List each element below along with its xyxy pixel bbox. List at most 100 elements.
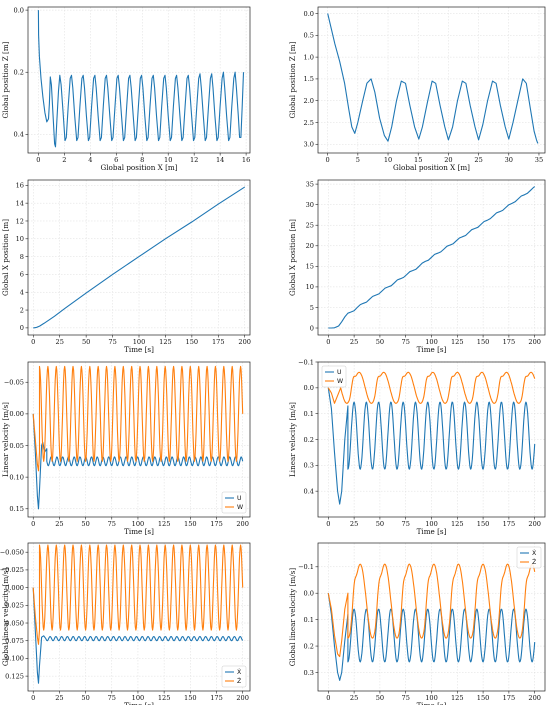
y-tick-label: −0.1 (298, 563, 314, 571)
y-tick-label: 15 (306, 263, 314, 271)
y-tick-label: 0.050 (5, 619, 24, 627)
x-axis-label: Time [s] (417, 345, 447, 354)
legend-box (221, 491, 247, 514)
x-tick-label: 2 (62, 156, 66, 164)
plot-frame (27, 361, 251, 518)
series-line-Ż (32, 544, 244, 645)
x-tick-label: 75 (402, 520, 410, 528)
x-tick-label: 30 (505, 156, 513, 164)
series-line-W (327, 371, 536, 404)
series-line-Ẋ (32, 587, 244, 684)
x-tick-label: 175 (503, 694, 516, 702)
x-tick-label: 75 (402, 694, 410, 702)
series-line-1 (33, 186, 245, 329)
x-tick-label: 14 (216, 156, 224, 164)
x-axis-label: Time [s] (417, 701, 447, 705)
legend-label: U (237, 495, 242, 502)
x-tick-label: 200 (528, 694, 541, 702)
y-tick-label: 0.2 (304, 436, 315, 444)
y-tick-label: 0.1 (304, 616, 315, 624)
y-tick-label: 2.5 (304, 119, 315, 127)
series-line-1 (327, 13, 539, 144)
y-tick-label: 0.05 (9, 442, 24, 450)
y-axis-label: Global position Z [m] (1, 41, 10, 118)
y-tick-label: 20 (306, 242, 314, 250)
x-tick-label: 10 (384, 156, 392, 164)
x-tick-label: 125 (451, 520, 464, 528)
y-axis-label: Linear velocity [m/s] (1, 402, 10, 477)
x-tick-label: 15 (414, 156, 422, 164)
y-tick-label: 0 (310, 324, 314, 332)
x-tick-label: 175 (503, 520, 516, 528)
chart-panel-4: 0 25 50 75 100 125 150 175 200 0 5 10 15 20 25 30 35 Time… (288, 179, 546, 354)
y-tick-label: 0.3 (304, 462, 315, 470)
series-line-Ẋ (327, 593, 536, 681)
x-tick-label: 12 (190, 156, 198, 164)
y-tick-label: 2 (20, 306, 24, 314)
y-tick-label: −0.1 (298, 358, 314, 366)
y-tick-label: 25 (306, 222, 314, 230)
legend-label: Ẋ (237, 667, 242, 676)
y-tick-label: 0.0 (304, 10, 315, 18)
chart-panel-7: 0 25 50 75 100 125 150 175 200 −0.050 −0.025 0.000 0… (0, 542, 251, 705)
y-axis-label: Global X position [m] (288, 219, 297, 296)
x-tick-label: 100 (132, 520, 145, 528)
y-tick-label: 0.4 (14, 131, 25, 139)
chart-panel-8: 0 25 50 75 100 125 150 175 200 −0.1 0.0 0.1 0.2 0.3 Ti… (288, 542, 546, 705)
plot-frame (27, 542, 251, 692)
y-tick-label: 0.075 (5, 637, 24, 645)
x-tick-label: 125 (451, 694, 464, 702)
x-tick-label: 35 (535, 156, 543, 164)
x-axis-label: Time [s] (124, 701, 154, 705)
y-tick-label: 8 (20, 253, 24, 261)
plot-frame (317, 6, 546, 154)
x-tick-label: 25 (55, 520, 63, 528)
y-axis-label: Global X position [m] (1, 219, 10, 296)
y-tick-label: 5 (310, 304, 314, 312)
x-tick-label: 8 (140, 156, 144, 164)
y-axis-label: Global position Z [m] (288, 41, 297, 118)
x-axis-label: Global position X [m] (393, 163, 470, 172)
x-tick-label: 150 (477, 520, 490, 528)
series-line-W (32, 365, 244, 472)
x-tick-label: 50 (376, 338, 384, 346)
chart-panel-5: 0 25 50 75 100 125 150 175 200 −0.05 0.00 0.05 0.10 0… (1, 361, 251, 536)
x-tick-label: 200 (236, 694, 249, 702)
x-tick-label: 0 (326, 520, 330, 528)
y-tick-label: 12 (16, 217, 24, 225)
x-tick-label: 0 (326, 156, 330, 164)
legend-label: W (237, 504, 243, 511)
chart-panel-1: 0 2 4 6 8 10 12 14 16 0.0 0.2 0.4 Global position X … (1, 6, 251, 172)
legend-box (321, 365, 347, 388)
y-tick-label: 10 (16, 235, 24, 243)
chart-panel-2: 0 5 10 15 20 25 30 35 0.0 0.5 1.0 1.5 2.0 2.5 3.0 Globa… (288, 6, 546, 172)
x-tick-label: 100 (425, 694, 438, 702)
y-tick-label: 10 (306, 283, 314, 291)
x-tick-label: 25 (474, 156, 482, 164)
x-tick-label: 125 (159, 338, 172, 346)
x-tick-label: 100 (425, 520, 438, 528)
legend-label: U (337, 369, 342, 376)
x-tick-label: 75 (108, 520, 116, 528)
y-tick-label: 0.10 (9, 473, 24, 481)
x-tick-label: 150 (184, 520, 197, 528)
x-tick-label: 0 (326, 338, 330, 346)
x-tick-label: 200 (236, 520, 249, 528)
legend-label: Ẋ (532, 548, 537, 557)
x-axis-label: Time [s] (124, 527, 154, 536)
x-tick-label: 200 (528, 338, 541, 346)
y-tick-label: 0.2 (304, 642, 315, 650)
x-tick-label: 175 (210, 694, 223, 702)
x-tick-label: 0 (31, 338, 35, 346)
y-tick-label: 0 (20, 324, 24, 332)
series-line-1 (37, 10, 245, 148)
y-tick-label: 0.1 (304, 410, 315, 418)
y-tick-label: 0.000 (5, 584, 24, 592)
y-tick-label: 3.0 (304, 141, 315, 149)
legend: ẊŻ (516, 546, 542, 569)
y-tick-label: 30 (306, 201, 314, 209)
x-tick-label: 125 (451, 338, 464, 346)
y-tick-label: 0.0 (304, 384, 315, 392)
x-tick-label: 50 (376, 694, 384, 702)
legend-label: Ż (237, 676, 241, 685)
